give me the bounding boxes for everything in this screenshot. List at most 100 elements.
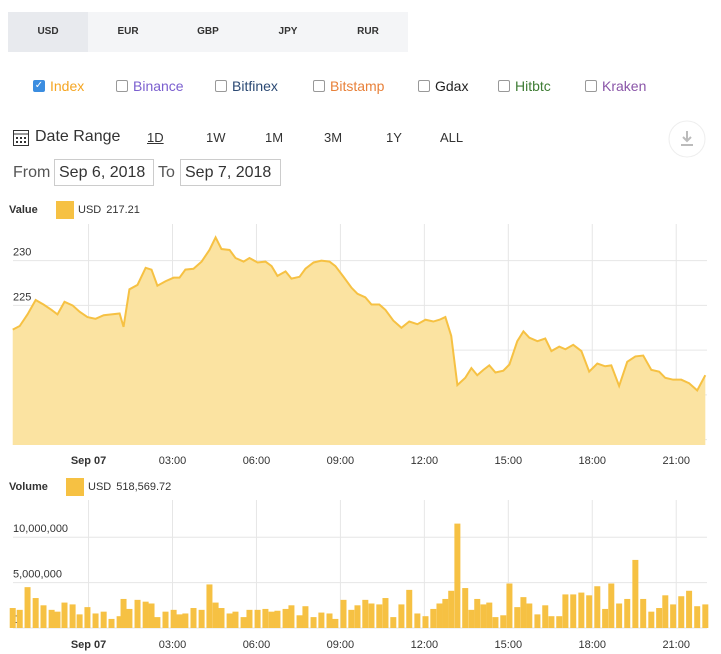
checkbox[interactable] xyxy=(418,80,430,92)
bar xyxy=(340,599,347,628)
bar xyxy=(608,583,615,628)
date-range-label: Date Range xyxy=(35,128,121,145)
bar xyxy=(382,598,389,628)
bar xyxy=(480,604,487,628)
exchange-label: Index xyxy=(50,78,85,94)
bar xyxy=(232,611,239,628)
bar xyxy=(40,605,47,628)
bar xyxy=(310,617,317,628)
currency-tab[interactable]: GBP xyxy=(197,26,219,37)
y-tick-label: 225 xyxy=(13,291,31,303)
bar xyxy=(100,611,107,628)
bar xyxy=(354,605,361,628)
bar xyxy=(474,598,481,628)
bar xyxy=(662,595,669,628)
exchange-option[interactable]: Binance xyxy=(116,78,184,94)
checkbox[interactable] xyxy=(116,80,128,92)
exchange-option[interactable]: Kraken xyxy=(585,78,646,94)
bar xyxy=(218,608,225,628)
bar xyxy=(116,616,123,628)
checkbox[interactable]: ✓ xyxy=(33,80,45,92)
bar xyxy=(212,602,219,628)
range-button[interactable]: 1M xyxy=(265,130,284,145)
bar xyxy=(302,606,309,628)
bar xyxy=(368,603,375,628)
bar xyxy=(514,607,521,628)
bar xyxy=(162,611,169,628)
bar xyxy=(406,589,413,628)
chart-title: Value xyxy=(9,204,38,216)
exchange-option[interactable]: ✓ Index xyxy=(33,78,84,94)
exchange-label: Gdax xyxy=(435,78,469,94)
bar xyxy=(126,608,133,628)
range-button[interactable]: 1D xyxy=(147,130,164,145)
legend-name: USD xyxy=(78,204,101,216)
exchange-label: Hitbtc xyxy=(515,78,551,94)
exchange-option[interactable]: Gdax xyxy=(418,78,468,94)
bar xyxy=(288,605,295,628)
range-button[interactable]: 1W xyxy=(206,130,226,145)
exchange-label: Binance xyxy=(133,78,184,94)
from-input[interactable]: Sep 6, 2018 xyxy=(54,159,154,186)
bar xyxy=(332,618,339,628)
range-button[interactable]: 1Y xyxy=(386,130,402,145)
download-button[interactable] xyxy=(667,119,707,159)
legend-swatch xyxy=(66,478,84,496)
bar xyxy=(694,606,701,628)
bar xyxy=(586,595,593,628)
area xyxy=(12,237,706,445)
bar xyxy=(120,598,127,628)
legend-swatch xyxy=(56,201,74,219)
range-button[interactable]: ALL xyxy=(440,130,464,145)
bar xyxy=(76,614,83,628)
bar xyxy=(54,611,61,628)
bar xyxy=(702,604,709,628)
bar xyxy=(670,604,677,628)
checkbox[interactable] xyxy=(498,80,510,92)
bar xyxy=(142,601,149,628)
y-tick-label: 0 xyxy=(13,614,19,626)
range-button[interactable]: 3M xyxy=(324,130,343,145)
x-tick-label: 03:00 xyxy=(159,455,187,467)
checkbox[interactable] xyxy=(313,80,325,92)
bar xyxy=(442,598,449,628)
bar xyxy=(656,608,663,628)
bar xyxy=(520,597,527,628)
currency-tab[interactable]: EUR xyxy=(117,26,139,37)
currency-tab[interactable]: RUR xyxy=(357,26,379,37)
bar xyxy=(506,583,513,628)
x-tick-label: 18:00 xyxy=(579,455,607,467)
bar xyxy=(148,603,155,628)
bar xyxy=(61,602,68,628)
bar xyxy=(640,598,647,628)
x-tick-label: 06:00 xyxy=(243,455,271,467)
bar xyxy=(422,616,429,628)
bar xyxy=(240,617,247,628)
bar xyxy=(198,609,205,628)
exchange-option[interactable]: Hitbtc xyxy=(498,78,551,94)
x-tick-label: 21:00 xyxy=(662,639,690,651)
exchange-option[interactable]: Bitstamp xyxy=(313,78,384,94)
bar xyxy=(9,608,16,628)
bar xyxy=(254,609,261,628)
bar xyxy=(430,608,437,628)
x-tick-label: 21:00 xyxy=(662,455,690,467)
bar xyxy=(686,590,693,628)
to-input[interactable]: Sep 7, 2018 xyxy=(180,159,281,186)
bar xyxy=(462,588,469,628)
exchange-option[interactable]: Bitfinex xyxy=(215,78,278,94)
currency-tab[interactable]: JPY xyxy=(278,26,298,37)
bar xyxy=(176,614,183,628)
legend-value: 518,569.72 xyxy=(116,481,171,493)
checkbox[interactable] xyxy=(215,80,227,92)
currency-tab[interactable]: USD xyxy=(8,12,88,52)
checkbox[interactable] xyxy=(585,80,597,92)
bar xyxy=(398,604,405,628)
bar xyxy=(69,604,76,628)
bar xyxy=(632,559,639,628)
bar xyxy=(206,584,213,628)
bar xyxy=(648,611,655,628)
x-tick-label: 12:00 xyxy=(411,639,439,651)
bar xyxy=(570,594,577,628)
x-tick-label: 06:00 xyxy=(243,639,271,651)
